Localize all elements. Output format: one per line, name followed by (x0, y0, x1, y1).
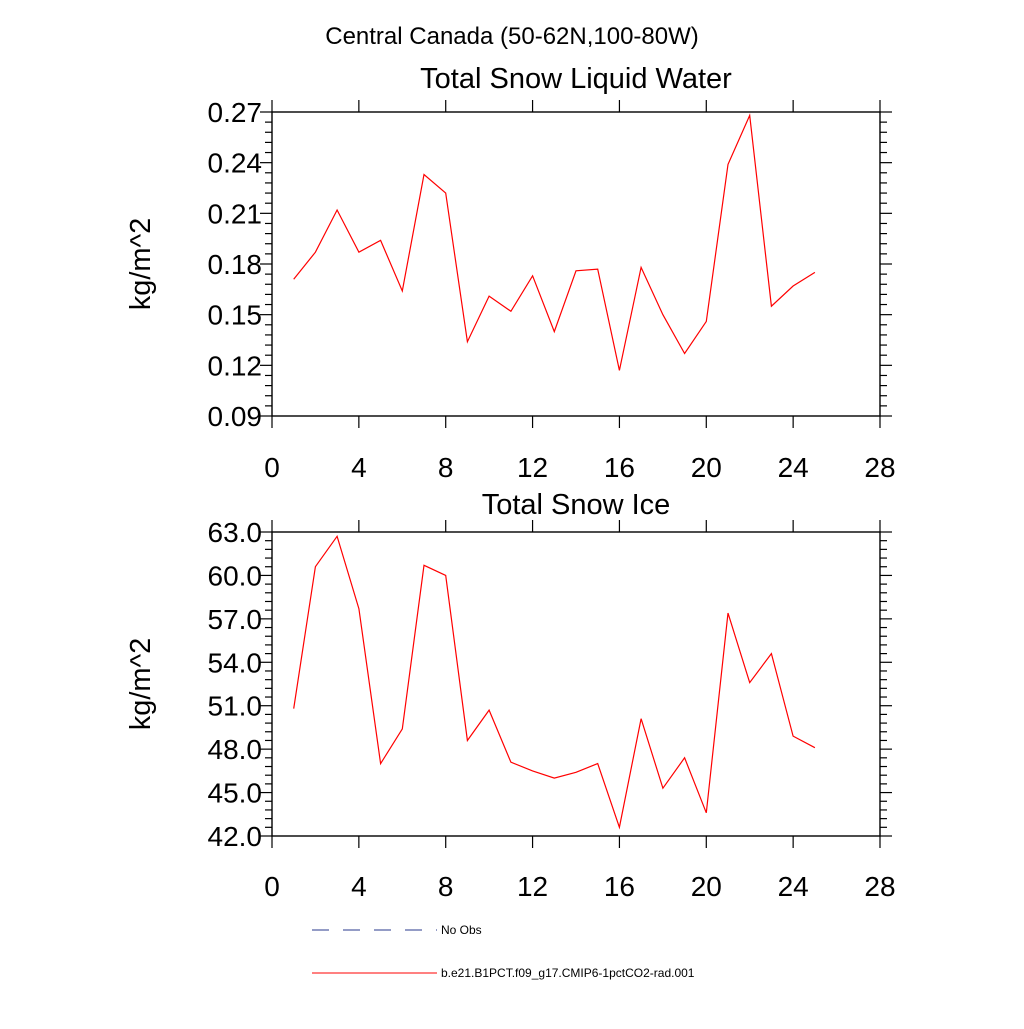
plot-frame (271, 531, 881, 837)
x-tick-label: 24 (778, 452, 809, 483)
chart-title: Total Snow Liquid Water (420, 63, 732, 95)
chart-panel-2: Total Snow Ice 0 4 8 12 16 20 24 28 42.0 45.0 48.0 5… (125, 489, 896, 902)
y-tick-label: 60.0 (208, 560, 263, 591)
legend-label-1: No Obs (441, 923, 482, 937)
y-tick-label: 42.0 (208, 821, 263, 852)
y-tick-label: 57.0 (208, 604, 263, 635)
x-tick-label: 20 (691, 871, 722, 902)
legend-label-2: b.e21.B1PCT.f09_g17.CMIP6-1pctCO2-rad.00… (441, 966, 695, 980)
x-tick-label: 16 (604, 871, 635, 902)
y-tick-label: 0.24 (208, 148, 263, 179)
legend: No Obs b.e21.B1PCT.f09_g17.CMIP6-1pctCO2-… (312, 923, 695, 980)
x-tick-label: 8 (438, 871, 454, 902)
series-line-1 (293, 534, 816, 830)
x-tick-label: 4 (351, 871, 367, 902)
x-tick-label: 12 (517, 871, 548, 902)
x-tick-label: 0 (264, 452, 280, 483)
figure-suptitle: Central Canada (50-62N,100-80W) (325, 23, 699, 50)
y-tick-label: 0.12 (208, 350, 263, 381)
x-tick-label: 28 (864, 452, 895, 483)
x-tick-label: 4 (351, 452, 367, 483)
x-tick-label: 0 (264, 871, 280, 902)
y-tick-label: 0.18 (208, 249, 263, 280)
series-line-1 (293, 113, 816, 371)
x-tick-label: 12 (517, 452, 548, 483)
y-tick-label: 48.0 (208, 734, 263, 765)
y-tick-label: 45.0 (208, 778, 263, 809)
y-tick-label: 0.27 (208, 97, 263, 128)
y-tick-label: 0.09 (208, 401, 263, 432)
y-axis-label: kg/m^2 (125, 638, 157, 731)
x-tick-label: 16 (604, 452, 635, 483)
y-tick-label: 54.0 (208, 647, 263, 678)
x-tick-label: 20 (691, 452, 722, 483)
y-tick-label: 0.21 (208, 198, 263, 229)
chart-title: Total Snow Ice (482, 489, 671, 521)
y-tick-label: 51.0 (208, 691, 263, 722)
chart-panel-1: Total Snow Liquid Water 0 4 8 12 16 20 24 28 0.09… (125, 63, 896, 483)
x-tick-label: 28 (864, 871, 895, 902)
x-tick-label: 8 (438, 452, 454, 483)
y-axis-label: kg/m^2 (125, 218, 157, 311)
x-tick-label: 24 (778, 871, 809, 902)
plot-frame (271, 111, 881, 417)
y-tick-label: 63.0 (208, 517, 263, 548)
y-tick-label: 0.15 (208, 300, 263, 331)
